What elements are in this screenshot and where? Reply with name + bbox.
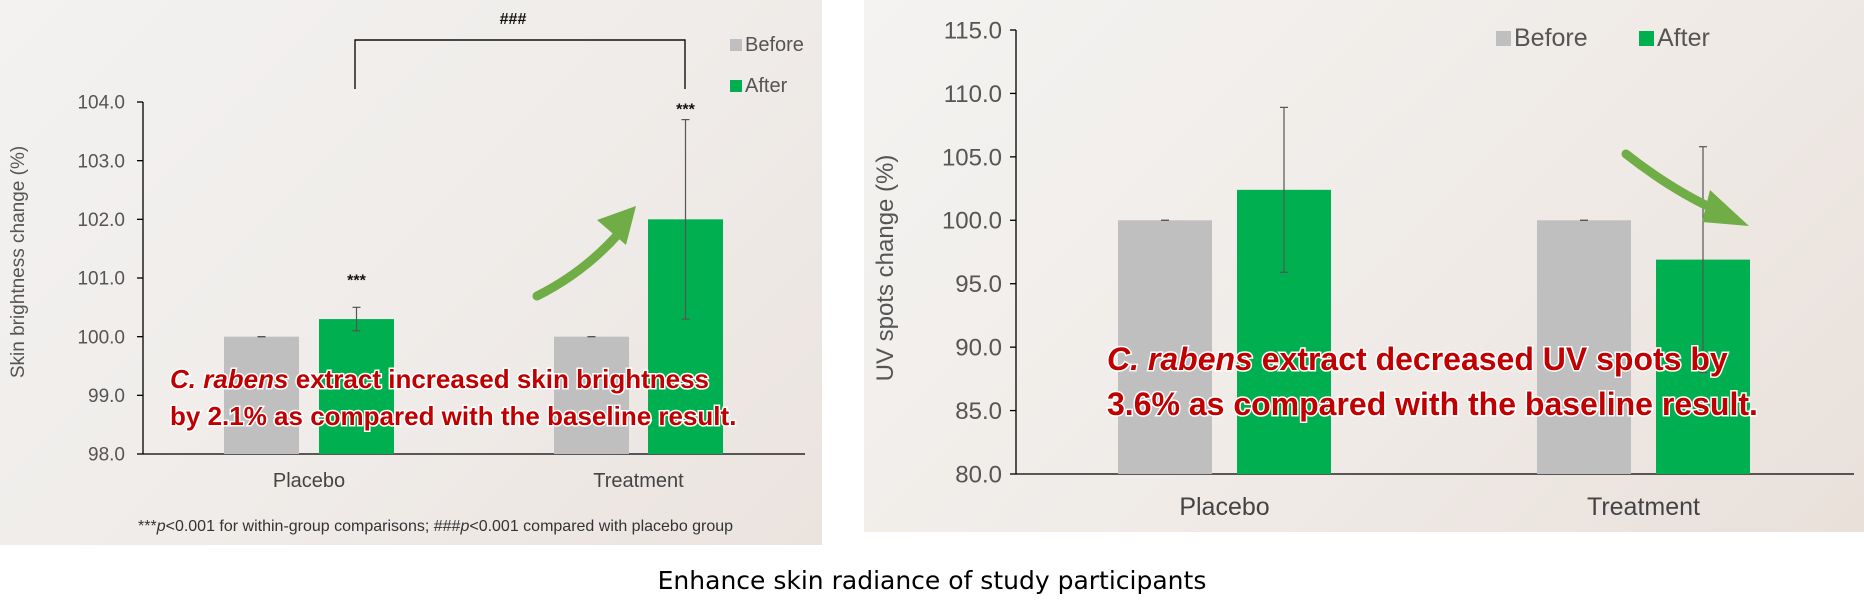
footnote-p: p [156,518,166,535]
significance-bracket [354,39,686,89]
significance-between-groups: ### [500,11,527,28]
brightness-chart: 98.0 99.0 100.0 101.0 102.0 103.0 104.0 Skin br… [8,11,805,535]
legend-label-before: Before [745,34,804,56]
significance-treatment: *** [676,102,695,119]
legend-label-before: Before [1514,24,1588,52]
legend-swatch-before [1496,31,1511,46]
brightness-chart-panel: 98.0 99.0 100.0 101.0 102.0 103.0 104.0 Skin br… [0,0,822,545]
legend-label-after: After [745,75,788,97]
increase-arrow-head [597,206,636,245]
y-tick-label: 100.0 [77,327,125,348]
significance-placebo: *** [347,272,366,289]
legend-swatch-after [730,80,742,92]
y-tick-label: 102.0 [77,210,125,231]
x-category-label: Treatment [1587,493,1700,521]
bar-before-placebo [224,336,299,454]
uv-spots-chart-panel: 80.0 85.0 90.0 95.0 100.0 105.0 110.0 115.0 UV s… [864,0,1864,532]
annotation-line-2: by 2.1% as compared with the baseline re… [170,401,736,431]
x-category-label: Placebo [273,470,345,492]
y-axis-label: Skin brightness change (%) [8,146,29,378]
bar-before-treatment [554,336,629,454]
x-category-label: Treatment [593,470,684,492]
y-tick-label: 104.0 [77,93,125,114]
y-axis-label: UV spots change (%) [872,155,899,382]
uv-spots-chart: 80.0 85.0 90.0 95.0 100.0 105.0 110.0 115.0 UV s… [872,17,1854,521]
y-tick-label: 90.0 [955,335,1002,362]
annotation-line-1: C. rabens extract increased skin brightn… [170,364,709,394]
y-tick-label: 85.0 [955,398,1002,425]
footnote: ***p<0.001 for within-group comparisons;… [138,518,733,535]
legend-label-after: After [1657,24,1710,52]
annotation-text: extract decreased UV spots by [1253,341,1728,377]
footnote-stars: *** [138,518,157,535]
figure-caption: Enhance skin radiance of study participa… [657,566,1207,595]
y-tick-label: 103.0 [77,151,125,172]
annotation-line-2: 3.6% as compared with the baseline resul… [1107,386,1758,422]
y-tick-label: 105.0 [942,144,1002,171]
y-tick-label: 110.0 [944,81,1002,108]
bar-before-placebo [1118,220,1212,474]
y-tick-label: 100.0 [942,208,1002,235]
decrease-arrow-head [1702,190,1749,226]
legend-swatch-after [1639,31,1654,46]
bar-before-treatment [1537,220,1631,474]
y-tick-label: 98.0 [88,445,125,466]
annotation-text: extract increased skin brightness [289,364,710,394]
increase-arrow [532,227,625,301]
y-tick-label: 101.0 [77,269,125,290]
footnote-p: p [459,518,469,535]
annotation-species-name: C. rabens [1107,341,1253,377]
y-tick-label: 95.0 [955,271,1002,298]
y-tick-label: 99.0 [88,386,125,407]
y-tick-label: 115.0 [944,17,1002,44]
x-category-label: Placebo [1179,493,1269,521]
footnote-text: <0.001 compared with placebo group [469,518,733,535]
footnote-text: <0.001 for within-group comparisons; ### [166,518,461,535]
y-tick-label: 80.0 [955,461,1002,488]
legend-swatch-before [730,39,742,51]
annotation-species-name: C. rabens [170,364,289,394]
annotation-line-1: C. rabens extract decreased UV spots by [1107,341,1728,377]
bar-after-placebo [319,319,394,454]
